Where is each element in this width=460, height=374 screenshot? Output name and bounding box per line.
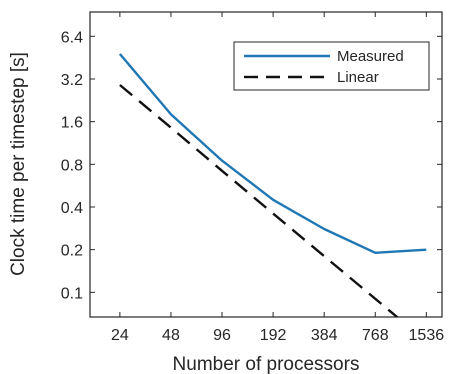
y-tick-label: 0.2 bbox=[61, 243, 83, 260]
series-linear-line bbox=[119, 84, 399, 317]
x-tick-label: 48 bbox=[162, 327, 180, 344]
x-tick-label: 1536 bbox=[409, 327, 445, 344]
x-axis-title: Number of processors bbox=[173, 354, 360, 374]
x-tick-label: 768 bbox=[362, 327, 389, 344]
y-tick-label: 0.1 bbox=[61, 285, 83, 302]
x-axis-ticks: 24 48 96 192 384 768 1536 bbox=[111, 12, 444, 344]
series-measured-line bbox=[118, 53, 427, 255]
series-layer bbox=[118, 53, 427, 317]
x-tick-label: 96 bbox=[213, 327, 231, 344]
legend: Measured Linear bbox=[233, 41, 430, 91]
y-axis-ticks: 0.1 0.2 0.4 0.8 1.6 3.2 6.4 bbox=[61, 29, 442, 302]
legend-label-measured: Measured bbox=[337, 48, 404, 65]
x-tick-label: 24 bbox=[111, 327, 129, 344]
y-tick-label: 1.6 bbox=[61, 115, 83, 132]
y-axis-title: Clock time per timestep [s] bbox=[8, 52, 29, 276]
y-tick-label: 3.2 bbox=[61, 72, 83, 89]
y-tick-label: 0.8 bbox=[61, 157, 83, 174]
y-tick-label: 0.4 bbox=[61, 200, 83, 217]
legend-label-linear: Linear bbox=[337, 69, 379, 86]
x-tick-label: 384 bbox=[311, 327, 338, 344]
legend-box bbox=[233, 41, 430, 91]
x-tick-label: 192 bbox=[260, 327, 287, 344]
y-tick-label: 6.4 bbox=[61, 29, 83, 46]
